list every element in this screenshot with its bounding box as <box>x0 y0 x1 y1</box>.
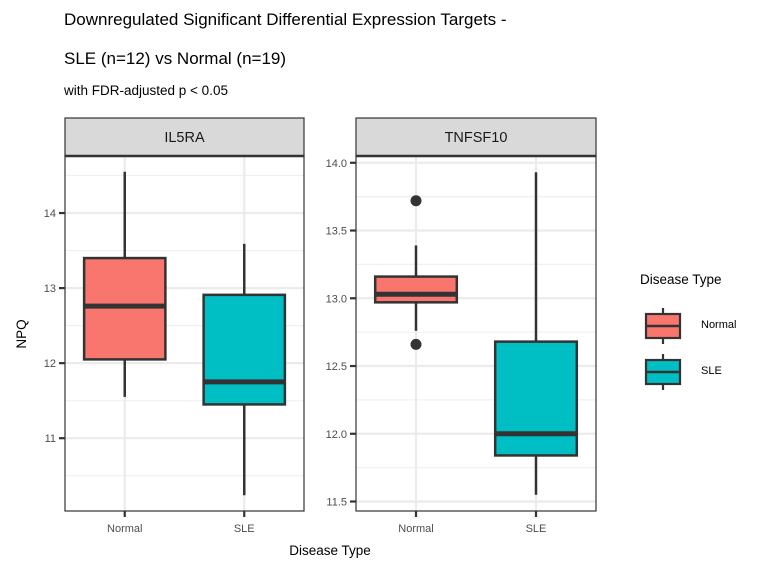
box-body <box>82 256 167 361</box>
y-tick-label: 14 <box>44 208 56 220</box>
facet-strip <box>64 117 305 157</box>
outlier-point <box>410 338 422 350</box>
box-sle <box>202 243 287 496</box>
facet-panel-il5ra: IL5RA 11 12 13 14 Normal SLE <box>44 117 305 535</box>
box-body <box>202 293 287 406</box>
y-tick-label: 12.0 <box>326 429 347 441</box>
facet-panel-tnfsf10: TNFSF10 11.5 12.0 12.5 13.0 13.5 14.0 Normal SLE <box>326 117 597 535</box>
legend-title: Disease Type <box>640 272 722 287</box>
box-body <box>373 275 459 304</box>
legend-label-sle: SLE <box>701 365 722 377</box>
y-tick-label: 11.5 <box>326 497 347 509</box>
y-tick-label: 12 <box>44 358 56 370</box>
x-tick-label: SLE <box>234 523 255 535</box>
facet-strip <box>355 117 597 157</box>
chart-subtitle: with FDR-adjusted p < 0.05 <box>64 83 228 98</box>
y-tick-label: 13.0 <box>326 293 347 305</box>
y-axis-title: NPQ <box>14 319 29 348</box>
y-tick-label: 12.5 <box>326 361 347 373</box>
y-tick-label: 11 <box>45 433 56 445</box>
chart-title: Downregulated Significant Differential E… <box>64 10 507 29</box>
panel-background <box>356 156 596 511</box>
x-tick-label: Normal <box>107 523 142 535</box>
x-tick-label: Normal <box>398 523 433 535</box>
legend-key-sle <box>644 354 682 390</box>
chart-title-line2: SLE (n=12) vs Normal (n=19) <box>64 49 287 68</box>
y-tick-label: 13 <box>44 283 56 295</box>
x-tick-label: SLE <box>526 523 547 535</box>
x-axis-title: Disease Type <box>289 543 371 558</box>
outlier-point <box>410 195 422 207</box>
box-sle <box>493 172 579 495</box>
legend-key-normal <box>644 308 682 344</box>
y-tick-label: 14.0 <box>326 158 347 170</box>
facet-strip-label: IL5RA <box>164 130 205 146</box>
legend-label-normal: Normal <box>701 319 737 331</box>
facet-strip-label: TNFSF10 <box>445 130 508 146</box>
y-tick-label: 13.5 <box>326 226 347 238</box>
box-body <box>493 340 579 457</box>
box-normal <box>82 171 167 397</box>
box-normal <box>373 195 459 350</box>
